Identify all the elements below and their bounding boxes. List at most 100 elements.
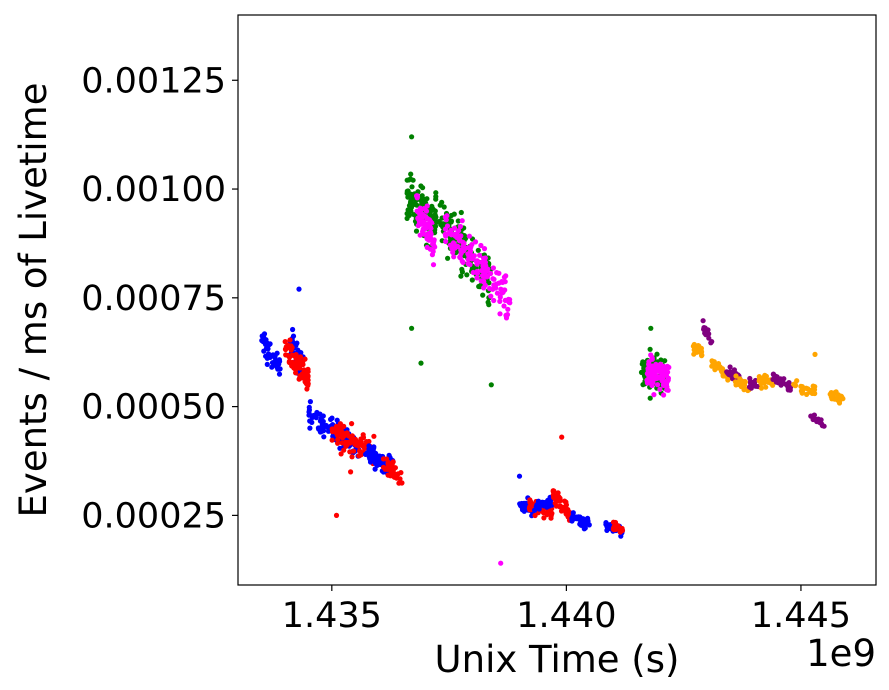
data-point-green — [488, 382, 494, 388]
data-point-magenta — [488, 293, 494, 299]
data-point-magenta — [459, 247, 465, 253]
data-point-red — [302, 356, 308, 362]
y-tick-label: 0.00100 — [81, 170, 226, 210]
data-point-green — [406, 191, 412, 198]
data-point-magenta — [649, 379, 655, 385]
data-point-red — [558, 508, 565, 514]
data-point-green — [485, 299, 491, 305]
data-point-orange — [719, 366, 726, 372]
data-point-red — [301, 367, 307, 373]
data-point-red — [344, 430, 350, 436]
data-point-blue — [581, 526, 587, 532]
data-point-magenta — [494, 290, 500, 296]
data-point-magenta — [470, 269, 476, 276]
data-point-purple — [701, 326, 707, 332]
data-point-blue — [296, 286, 302, 292]
data-point-green — [409, 325, 415, 331]
data-point-green — [413, 228, 420, 234]
data-point-magenta — [465, 261, 471, 267]
data-point-magenta — [443, 238, 449, 245]
data-point-magenta — [655, 363, 661, 369]
y-axis-label: Events / ms of Livetime — [12, 83, 55, 518]
data-point-blue — [275, 366, 281, 372]
data-point-orange — [763, 384, 769, 390]
data-point-red — [339, 423, 345, 429]
data-point-magenta — [494, 270, 500, 276]
data-point-green — [433, 190, 439, 196]
data-point-orange — [758, 385, 765, 391]
data-point-blue — [604, 527, 610, 534]
data-point-purple — [778, 382, 784, 388]
data-point-red — [351, 439, 358, 445]
data-point-magenta — [428, 231, 434, 237]
data-point-blue — [277, 358, 283, 364]
data-point-orange — [712, 360, 718, 366]
data-point-blue — [276, 371, 283, 377]
data-point-magenta — [420, 214, 426, 220]
data-point-blue — [580, 517, 587, 523]
data-point-blue — [325, 428, 332, 434]
data-point-red — [385, 463, 391, 469]
data-point-blue — [541, 502, 547, 508]
data-point-blue — [321, 434, 327, 440]
data-point-magenta — [649, 356, 655, 362]
data-point-blue — [580, 521, 586, 527]
y-tick-label: 0.00075 — [81, 279, 226, 319]
data-point-blue — [363, 451, 369, 457]
data-point-green — [469, 277, 475, 283]
data-point-green — [409, 184, 415, 190]
data-point-magenta — [663, 381, 670, 388]
data-point-blue — [290, 333, 297, 339]
data-point-magenta — [491, 297, 497, 304]
data-point-purple — [781, 376, 787, 382]
data-point-green — [648, 325, 654, 331]
data-point-orange — [829, 392, 835, 398]
data-point-red — [338, 451, 344, 457]
data-point-magenta — [451, 225, 458, 231]
data-point-magenta — [500, 289, 506, 295]
data-point-red — [394, 475, 400, 481]
data-point-red — [287, 337, 293, 343]
data-point-green — [464, 272, 470, 278]
data-point-magenta — [481, 246, 488, 252]
data-point-magenta — [481, 255, 487, 261]
data-point-magenta — [490, 265, 496, 271]
data-point-green — [647, 395, 653, 401]
data-point-magenta — [480, 260, 486, 266]
data-point-magenta — [482, 266, 488, 273]
data-point-red — [349, 454, 355, 460]
data-point-orange — [838, 393, 844, 399]
data-point-green — [406, 177, 412, 183]
data-point-green — [418, 360, 424, 366]
data-point-red — [333, 512, 340, 519]
data-point-red — [341, 447, 347, 453]
data-point-red — [562, 498, 568, 504]
data-point-green — [458, 209, 464, 216]
data-point-magenta — [427, 225, 433, 231]
data-point-magenta — [457, 238, 463, 244]
data-point-orange — [691, 347, 697, 353]
data-point-red — [532, 512, 538, 519]
data-point-green — [439, 199, 445, 205]
data-point-red — [386, 472, 392, 478]
data-point-blue — [309, 419, 315, 425]
data-point-orange — [762, 372, 768, 378]
data-point-red — [305, 366, 311, 372]
data-point-red — [612, 519, 619, 526]
data-point-red — [305, 381, 311, 387]
data-point-purple — [700, 318, 706, 324]
data-point-magenta — [461, 241, 467, 247]
data-point-red — [347, 449, 353, 455]
data-point-magenta — [652, 369, 658, 375]
data-point-magenta — [442, 226, 449, 232]
data-point-green — [458, 273, 464, 279]
data-point-red — [361, 445, 367, 451]
data-point-green — [448, 212, 454, 219]
data-point-blue — [263, 353, 269, 359]
data-point-magenta — [422, 223, 429, 229]
data-point-magenta — [456, 228, 462, 234]
data-point-green — [412, 200, 418, 206]
data-point-magenta — [481, 285, 487, 291]
x-axis-label: Unix Time (s) — [435, 638, 680, 681]
data-point-red — [371, 433, 377, 439]
